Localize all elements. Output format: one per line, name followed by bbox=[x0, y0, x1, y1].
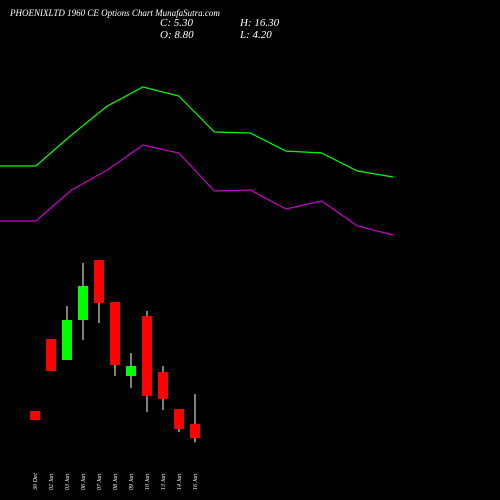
x-tick-label: 14 Jan bbox=[176, 474, 183, 490]
x-tick-label: 09 Jan bbox=[129, 474, 135, 490]
candle-body bbox=[78, 286, 88, 320]
close-label: C: 5.30 bbox=[160, 17, 194, 29]
candle-body bbox=[110, 302, 120, 365]
candle-body bbox=[46, 339, 56, 371]
x-tick-label: 02 Jan bbox=[49, 474, 55, 490]
x-tick-label: 13 Jan bbox=[161, 474, 167, 490]
candle-body bbox=[174, 409, 184, 429]
candle-body bbox=[62, 320, 72, 360]
x-tick-label: 06 Jan bbox=[81, 474, 87, 490]
candle-body bbox=[30, 411, 40, 420]
open-label: O: 8.80 bbox=[160, 29, 194, 41]
band-line bbox=[0, 86, 394, 178]
x-tick-label: 03 Jan bbox=[65, 474, 71, 490]
x-tick-label: 16 Jan bbox=[193, 474, 199, 490]
x-tick-label: 08 Jan bbox=[113, 474, 119, 490]
band-line bbox=[0, 144, 394, 236]
chart-title: PHOENIXLTD 1960 CE Options Chart MunafaS… bbox=[9, 8, 220, 18]
x-tick-label: 10 Jan bbox=[145, 474, 151, 490]
candle-body bbox=[158, 372, 168, 399]
high-label: H: 16.30 bbox=[239, 17, 280, 29]
candle-body bbox=[190, 424, 200, 438]
candle-body bbox=[142, 316, 152, 396]
candle-body bbox=[126, 366, 136, 376]
candle-body bbox=[94, 260, 104, 303]
low-label: L: 4.20 bbox=[239, 29, 272, 41]
x-tick-label: 07 Jan bbox=[97, 474, 103, 490]
x-tick-label: 30 Dec bbox=[33, 473, 39, 491]
